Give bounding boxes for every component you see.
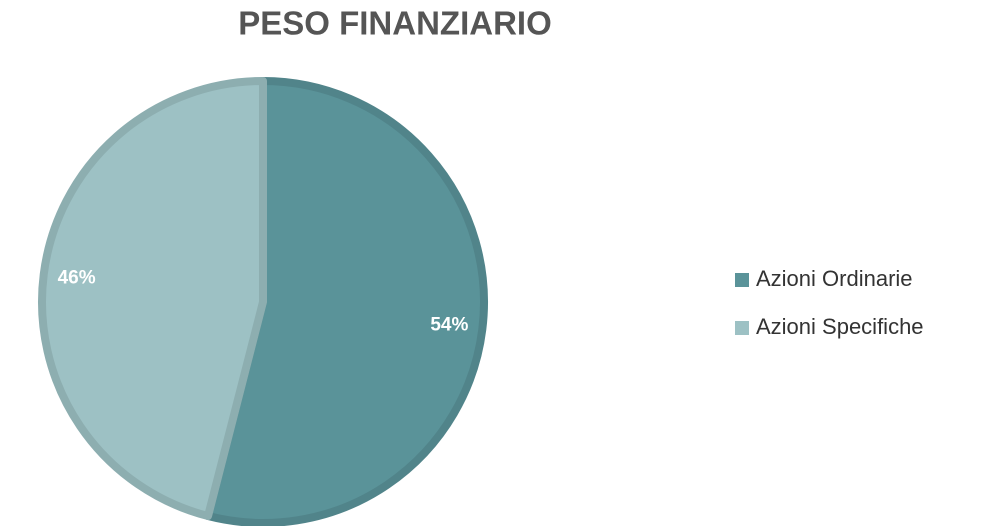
legend-swatch [735, 321, 749, 335]
legend-swatch [735, 273, 749, 287]
pie-slice [38, 77, 267, 521]
data-label: 46% [58, 267, 96, 288]
data-label: 54% [430, 315, 468, 336]
pie-slice [204, 77, 488, 526]
chart-title: PESO FINANZIARIO [238, 5, 552, 42]
legend-label: Azioni Ordinarie [756, 266, 913, 291]
legend-label: Azioni Specifiche [756, 314, 924, 339]
